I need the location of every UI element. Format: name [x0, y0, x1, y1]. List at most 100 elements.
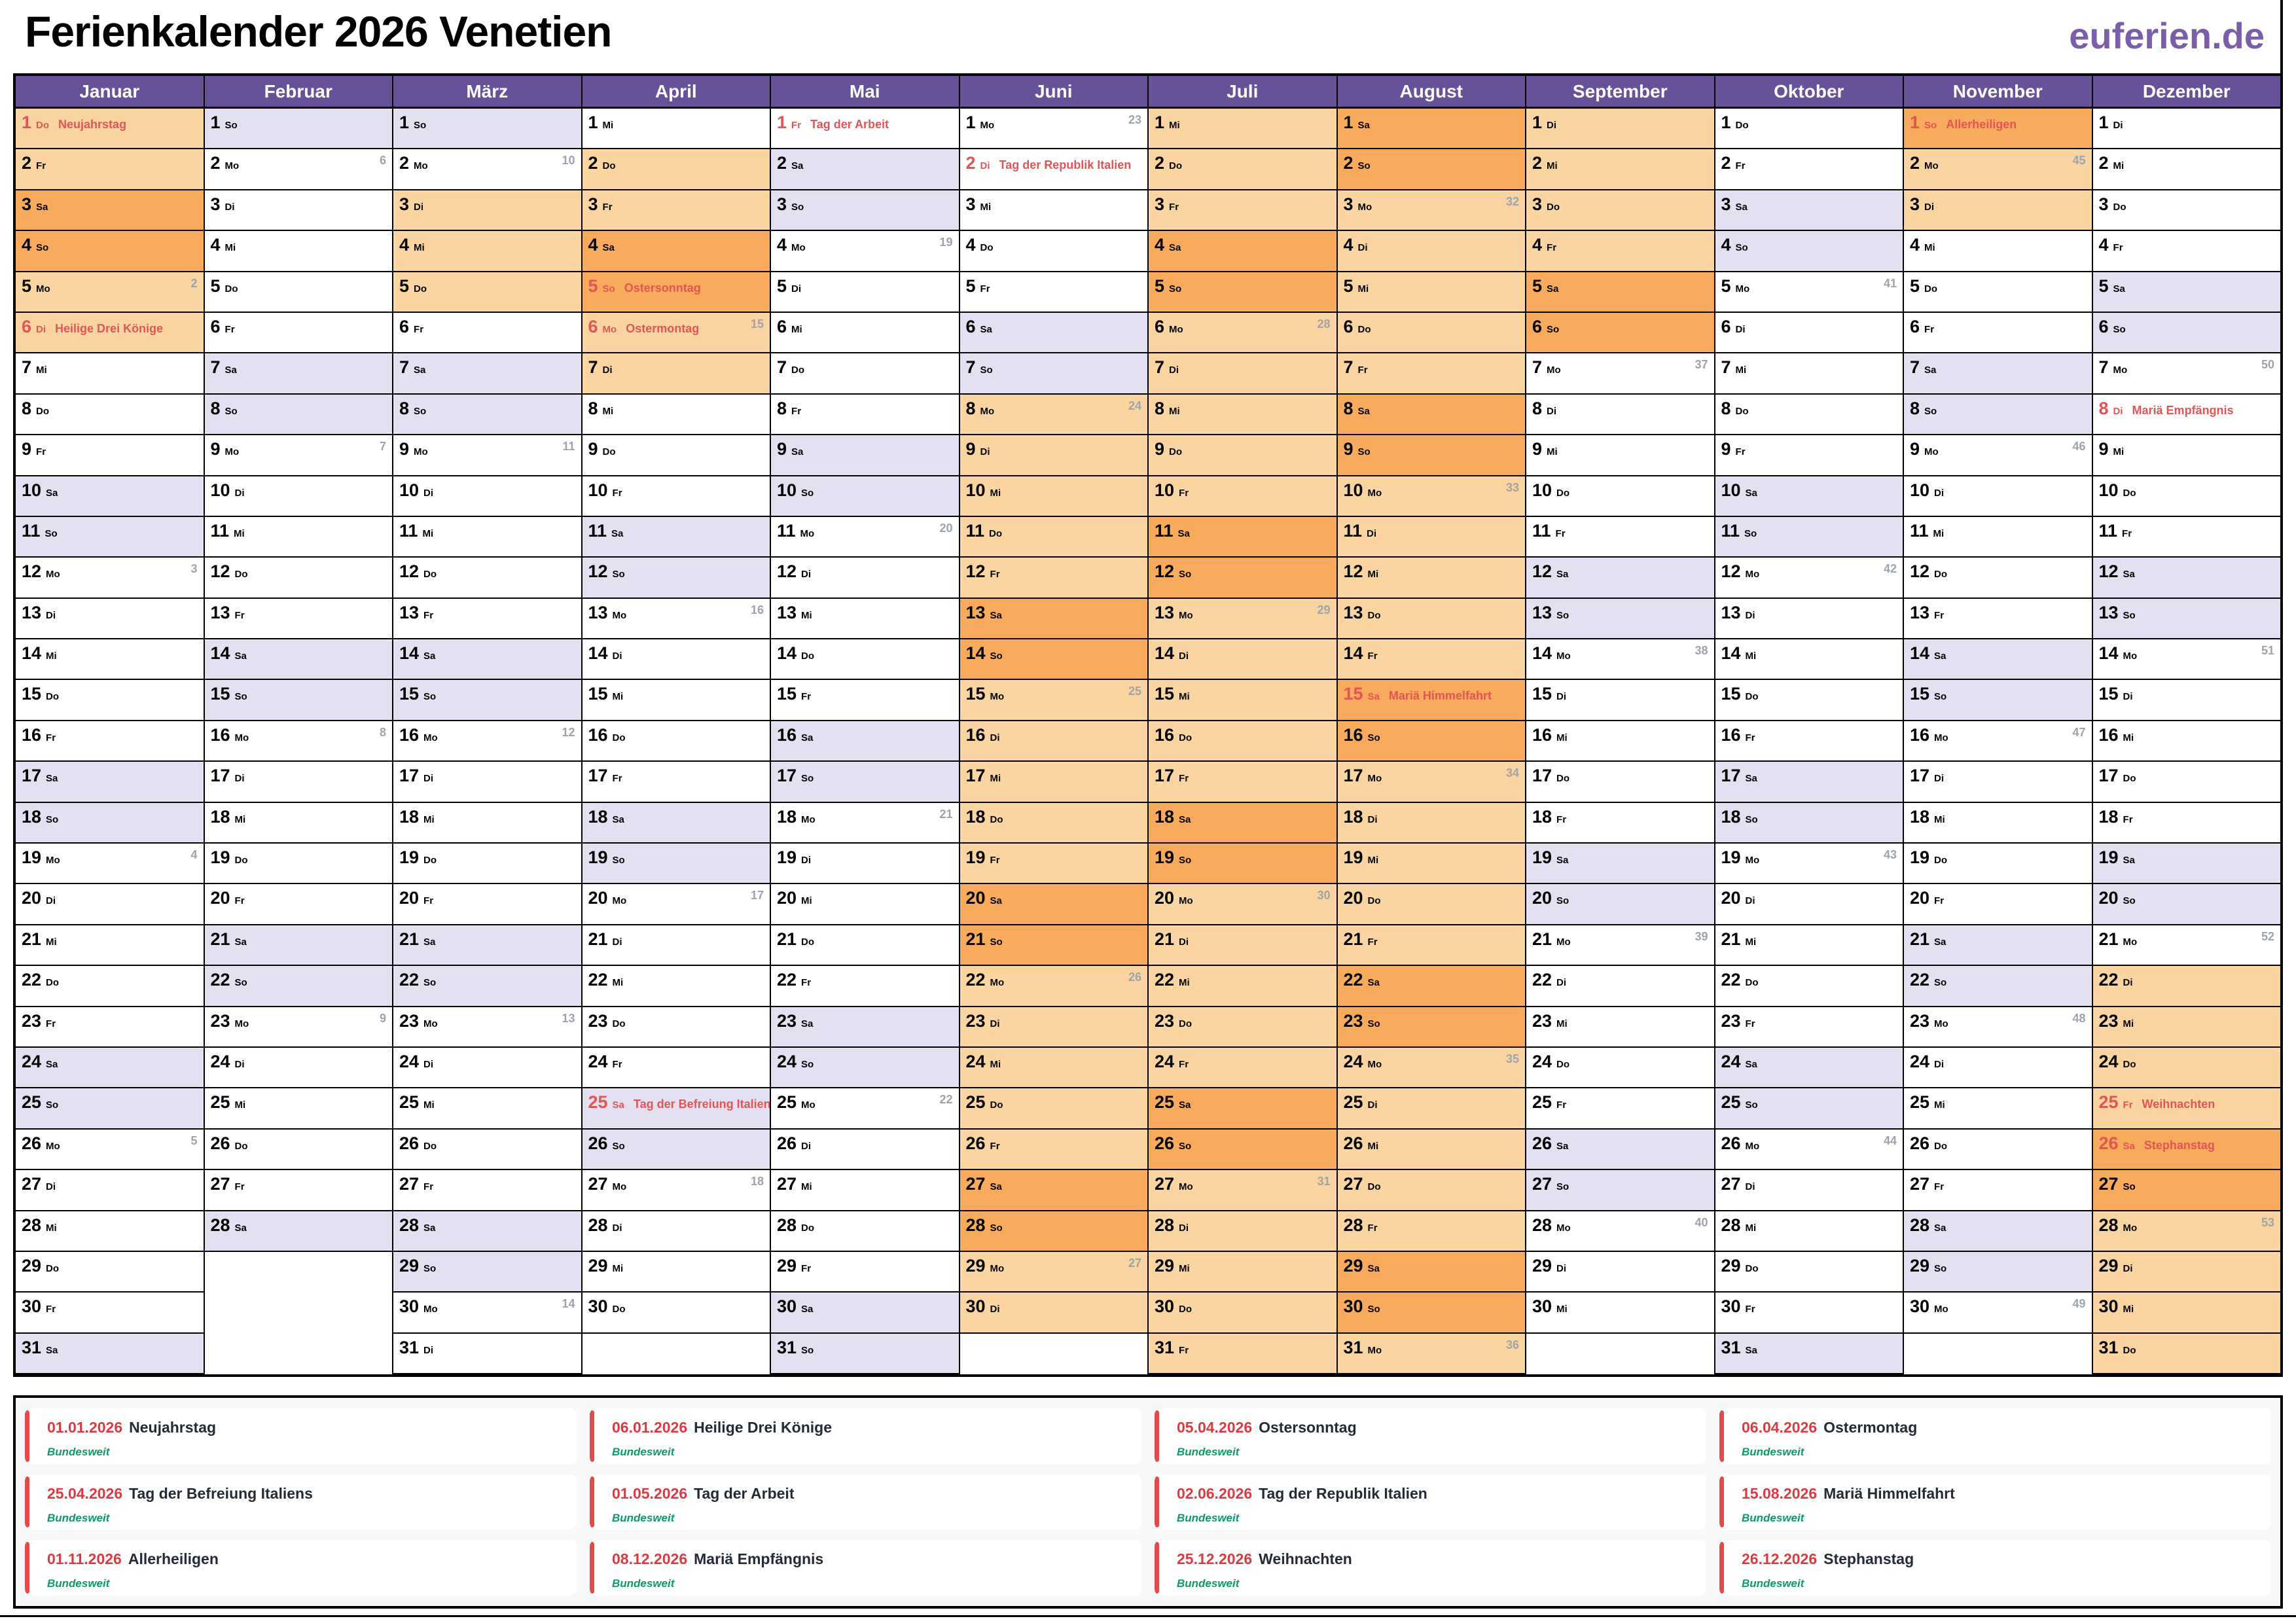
- day-number: 4: [2098, 235, 2109, 255]
- day-cell: 27 Mi: [771, 1170, 959, 1211]
- day-cell: 4 Mi: [1904, 231, 2092, 272]
- day-cell: 27 Mo 18: [582, 1170, 770, 1211]
- day-cell: 9 Do: [582, 435, 770, 476]
- day-number: 2: [210, 153, 221, 173]
- day-number: 5: [210, 276, 221, 296]
- legend-holiday-name: Mariä Empfängnis: [694, 1550, 824, 1568]
- day-cell: 15 Di: [2092, 680, 2280, 721]
- day-number: 7: [1910, 357, 1920, 378]
- day-cell: 3 Sa: [16, 190, 204, 232]
- day-number: 27: [777, 1174, 797, 1194]
- day-number: 3: [399, 194, 410, 214]
- legend-card-line: 05.04.2026 Ostersonntag: [1177, 1419, 1693, 1436]
- weekday-abbr: Do: [1179, 732, 1193, 743]
- weekday-abbr: So: [2123, 1181, 2136, 1193]
- day-number: 11: [777, 520, 796, 541]
- day-number: 16: [399, 724, 420, 745]
- weekday-abbr: So: [1934, 1262, 1947, 1274]
- day-number: 21: [1910, 929, 1930, 949]
- day-number: 28: [1721, 1215, 1741, 1235]
- legend-card-line: 08.12.2026 Mariä Empfängnis: [612, 1550, 1128, 1568]
- day-number: 17: [1910, 766, 1930, 786]
- weekday-abbr: Di: [801, 1140, 812, 1152]
- weekday-abbr: Do: [46, 691, 60, 703]
- day-number: 27: [399, 1174, 420, 1194]
- weekday-abbr: Do: [1169, 446, 1183, 458]
- week-number-badge: 3: [190, 562, 198, 576]
- day-cell: 29 Mi: [582, 1251, 770, 1293]
- day-number: 14: [777, 643, 797, 664]
- weekday-abbr: Di: [990, 1304, 1000, 1315]
- day-number: 3: [1155, 194, 1165, 214]
- day-cell: 23 Mi: [1526, 1007, 1714, 1048]
- day-cell: 7 Sa: [1904, 353, 2092, 395]
- weekday-abbr: Mo: [980, 120, 995, 131]
- weekday-abbr: Di: [2123, 691, 2133, 703]
- day-cell: 6 Fr: [204, 312, 392, 354]
- legend-holiday-name: Heilige Drei Könige: [694, 1419, 832, 1436]
- week-number-badge: 11: [562, 440, 575, 454]
- day-cell: 15 So: [204, 680, 392, 721]
- day-number: 16: [210, 724, 230, 745]
- weekday-abbr: Do: [612, 732, 626, 743]
- day-number: 11: [1532, 520, 1551, 541]
- day-cell: 15 Do: [1715, 680, 1903, 721]
- legend-holiday-name: Tag der Befreiung Italiens: [129, 1484, 313, 1502]
- weekday-abbr: Do: [612, 1018, 626, 1029]
- day-cell: 14 Mo 51: [2092, 639, 2280, 681]
- day-cell: 8 Di Mariä Empfängnis: [2092, 394, 2280, 436]
- week-number-badge: 21: [939, 807, 953, 821]
- weekday-abbr: Do: [46, 977, 60, 989]
- weekday-abbr: Fr: [1169, 201, 1179, 213]
- day-number: 8: [399, 398, 410, 418]
- weekday-abbr: So: [1556, 1181, 1570, 1193]
- day-number: 29: [588, 1255, 608, 1275]
- day-cell: 24 Di: [1904, 1047, 2092, 1089]
- week-number-badge: 51: [2261, 644, 2274, 658]
- day-number: 18: [588, 806, 608, 827]
- legend-card-line: 01.05.2026 Tag der Arbeit: [612, 1485, 1128, 1503]
- day-number: 25: [399, 1092, 420, 1113]
- day-cell: 5 Do: [1904, 272, 2092, 313]
- week-number-badge: 53: [2261, 1215, 2274, 1229]
- legend-card: 06.01.2026 Heilige Drei Könige Bundesweit: [590, 1408, 1141, 1464]
- weekday-abbr: Mi: [1357, 283, 1369, 294]
- day-number: 6: [22, 316, 32, 336]
- day-cell: 5 Di: [771, 272, 959, 313]
- month-column-november: November 1 So Allerheiligen 2 Mo 45 3 Di 4 Mi 5 Do 6 F…: [1904, 76, 2093, 1375]
- day-number: 20: [777, 888, 797, 908]
- day-cell: 10 Sa: [1715, 476, 1903, 517]
- legend-card-line: 06.04.2026 Ostermontag: [1742, 1419, 2258, 1436]
- weekday-abbr: Mo: [234, 1018, 249, 1029]
- weekday-abbr: Do: [1924, 283, 1938, 294]
- day-cell: 21 Mi: [16, 925, 204, 967]
- day-number: 24: [588, 1051, 608, 1071]
- day-cell: 6 Mo Ostermontag 15: [582, 312, 770, 354]
- weekday-abbr: Sa: [414, 365, 426, 376]
- day-number: 28: [777, 1215, 797, 1235]
- day-cell: 16 Mo 12: [393, 721, 581, 762]
- day-cell: 22 Do: [1715, 966, 1903, 1007]
- day-cell: 5 Mo 2: [16, 272, 204, 313]
- day-number: 15: [1155, 684, 1175, 704]
- day-number: 8: [2098, 398, 2109, 418]
- weekday-abbr: Di: [234, 1058, 245, 1070]
- day-number: 21: [588, 929, 608, 949]
- holiday-label: Mariä Himmelfahrt: [1388, 689, 1492, 703]
- day-cell: 12 So: [582, 558, 770, 599]
- day-cell: 5 Do: [393, 272, 581, 313]
- day-number: 28: [1343, 1215, 1363, 1235]
- weekday-abbr: Mo: [1556, 1222, 1571, 1234]
- weekday-abbr: So: [414, 405, 427, 417]
- weekday-abbr: Mi: [234, 527, 245, 539]
- day-cell: 2 Mo 6: [204, 149, 392, 190]
- month-header: April: [582, 76, 770, 109]
- day-number: 12: [1721, 562, 1741, 582]
- weekday-abbr: Fr: [234, 609, 245, 621]
- month-header: März: [393, 76, 581, 109]
- day-cell: 14 Mi: [16, 639, 204, 681]
- day-number: 20: [588, 888, 608, 908]
- weekday-abbr: Do: [224, 283, 238, 294]
- day-number: 16: [1155, 724, 1175, 745]
- weekday-abbr: So: [990, 651, 1003, 662]
